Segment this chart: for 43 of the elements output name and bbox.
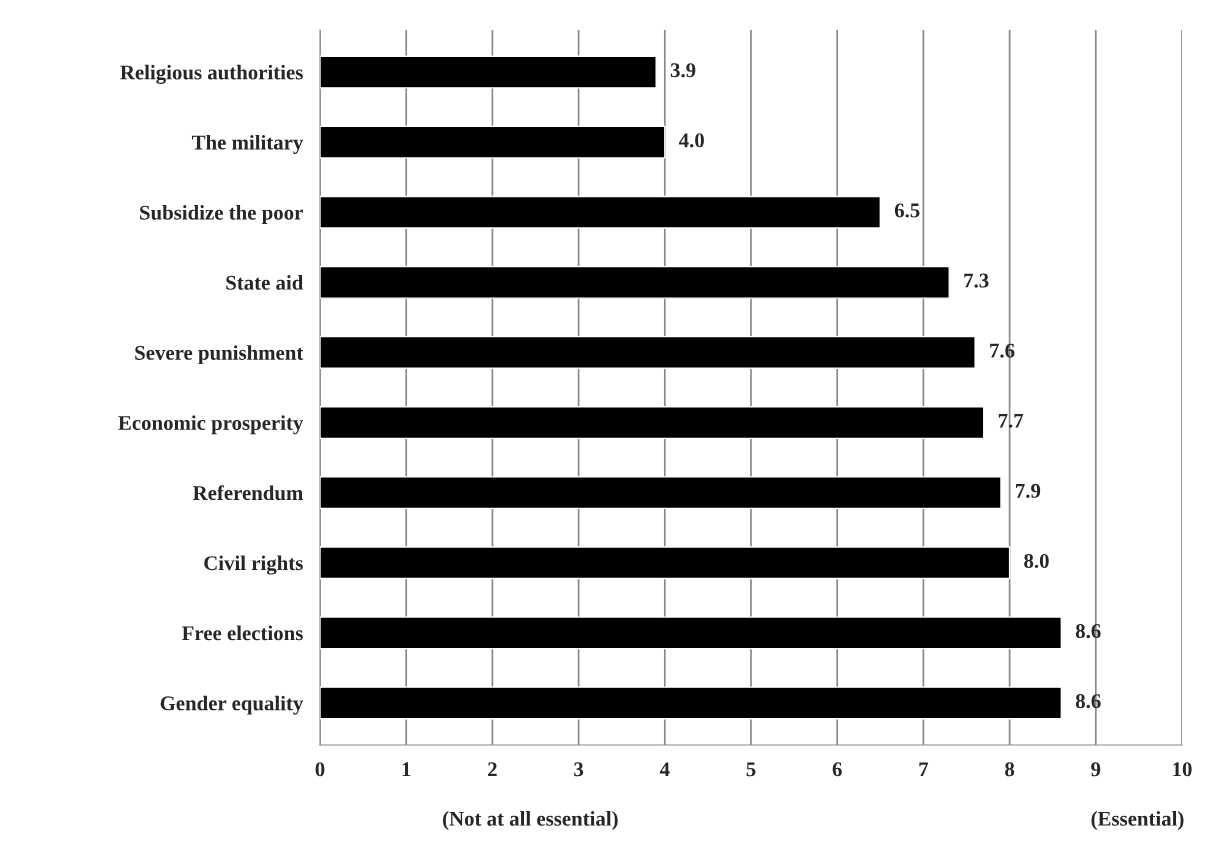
- data-label: 3.9: [670, 63, 696, 78]
- x-tick-label: 5: [746, 762, 756, 777]
- bar: [320, 55, 657, 89]
- y-tick-label: Civil rights: [204, 555, 303, 575]
- y-tick-label: The military: [191, 134, 304, 154]
- x-tick-label: 6: [832, 762, 842, 777]
- data-label: 8.0: [1024, 553, 1049, 569]
- bar: [320, 265, 950, 299]
- data-label: 8.6: [1075, 694, 1101, 709]
- y-tick-label: Subsidize the poor: [140, 205, 303, 224]
- y-tick-label: Religious authorities: [120, 64, 303, 84]
- bar: [320, 125, 666, 159]
- data-label: 7.9: [1016, 483, 1041, 498]
- x-tick-label: 9: [1091, 762, 1101, 777]
- x-tick-label: 0: [315, 762, 325, 777]
- x-tick-label: 7: [919, 762, 929, 777]
- bar: [320, 335, 976, 369]
- text: (Not at all essential): [443, 811, 618, 830]
- bar: [320, 476, 1002, 510]
- data-label: 7.7: [998, 413, 1024, 428]
- x-tick-label: 2: [488, 762, 497, 777]
- data-label: 6.5: [894, 203, 920, 218]
- x-tick-label: 10: [1173, 762, 1192, 777]
- bar: [320, 616, 1063, 650]
- data-label: 4.0: [678, 133, 704, 148]
- x-tick-label: 1: [402, 762, 411, 777]
- x-tick-label: 4: [659, 762, 670, 777]
- data-label: 7.6: [990, 343, 1015, 358]
- bar: [320, 686, 1063, 720]
- y-tick-label: Gender equality: [160, 695, 304, 715]
- y-tick-label: Severe punishment: [135, 345, 304, 365]
- y-tick-label: Economic prosperity: [118, 415, 304, 435]
- y-tick-label: State aid: [226, 275, 304, 290]
- data-label: 7.3: [964, 273, 989, 288]
- x-tick-label: 3: [574, 762, 584, 777]
- y-tick-label: Referendum: [192, 485, 303, 501]
- bar: [320, 546, 1011, 580]
- text: (Essential): [1091, 811, 1184, 830]
- data-label: 8.6: [1075, 624, 1101, 639]
- x-tick-label: 8: [1005, 762, 1015, 777]
- bar: [320, 195, 881, 229]
- bar: [320, 406, 985, 440]
- y-tick-label: Free elections: [182, 625, 303, 641]
